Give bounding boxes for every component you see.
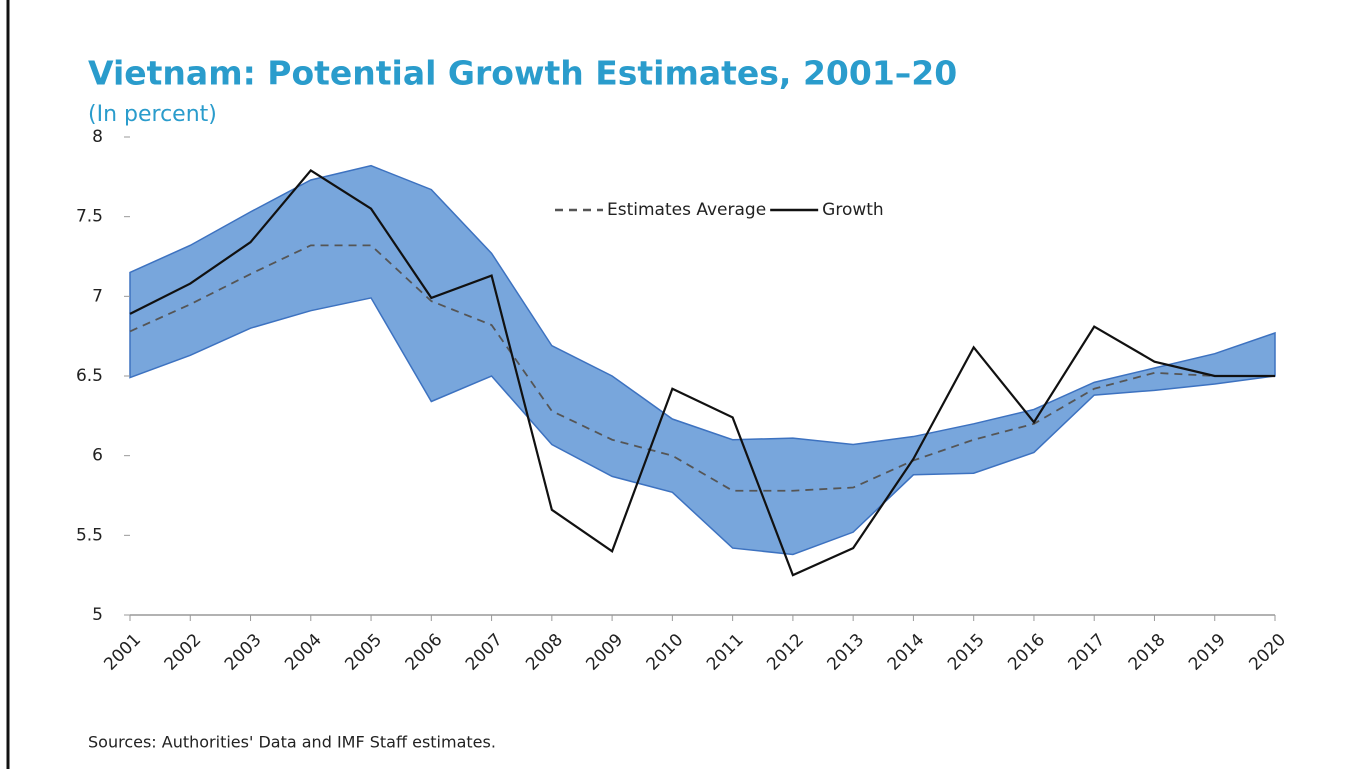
x-tick-label: 2019 bbox=[1185, 630, 1230, 675]
chart-subtitle: (In percent) bbox=[88, 102, 217, 127]
x-tick-label: 2010 bbox=[643, 630, 688, 675]
x-tick-label: 2017 bbox=[1065, 630, 1110, 675]
y-tick-label: 6.5 bbox=[76, 366, 103, 386]
x-tick-label: 2016 bbox=[1004, 630, 1049, 675]
x-tick-label: 2020 bbox=[1245, 630, 1290, 675]
legend-label: Growth bbox=[822, 200, 884, 220]
x-tick-label: 2005 bbox=[341, 630, 386, 675]
x-tick-label: 2015 bbox=[944, 630, 989, 675]
x-tick-label: 2014 bbox=[884, 630, 929, 675]
x-tick-label: 2004 bbox=[281, 630, 326, 675]
estimate-range-band bbox=[129, 164, 1276, 556]
x-tick-label: 2003 bbox=[221, 630, 266, 675]
y-tick-label: 8 bbox=[92, 127, 103, 147]
x-tick-label: 2013 bbox=[823, 630, 868, 675]
x-tick-label: 2009 bbox=[582, 630, 627, 675]
y-tick-label: 5.5 bbox=[76, 525, 103, 545]
y-tick-label: 7 bbox=[92, 286, 103, 306]
series-line bbox=[129, 169, 1275, 577]
y-tick-label: 7.5 bbox=[76, 207, 103, 227]
series-line bbox=[129, 244, 1275, 492]
x-tick-label: 2008 bbox=[522, 630, 567, 675]
source-note: Sources: Authorities' Data and IMF Staff… bbox=[88, 733, 496, 752]
x-tick-label: 2012 bbox=[763, 630, 808, 675]
chart-title: Vietnam: Potential Growth Estimates, 200… bbox=[88, 54, 957, 93]
y-tick-label: 5 bbox=[92, 605, 103, 625]
x-tick-label: 2002 bbox=[161, 630, 206, 675]
x-tick-label: 2001 bbox=[100, 630, 145, 675]
x-tick-label: 2007 bbox=[462, 630, 507, 675]
x-tick-label: 2018 bbox=[1125, 630, 1170, 675]
legend-label: Estimates Average bbox=[607, 200, 766, 220]
x-tick-label: 2011 bbox=[703, 630, 748, 675]
x-tick-label: 2006 bbox=[402, 630, 447, 675]
y-tick-label: 6 bbox=[92, 446, 103, 466]
